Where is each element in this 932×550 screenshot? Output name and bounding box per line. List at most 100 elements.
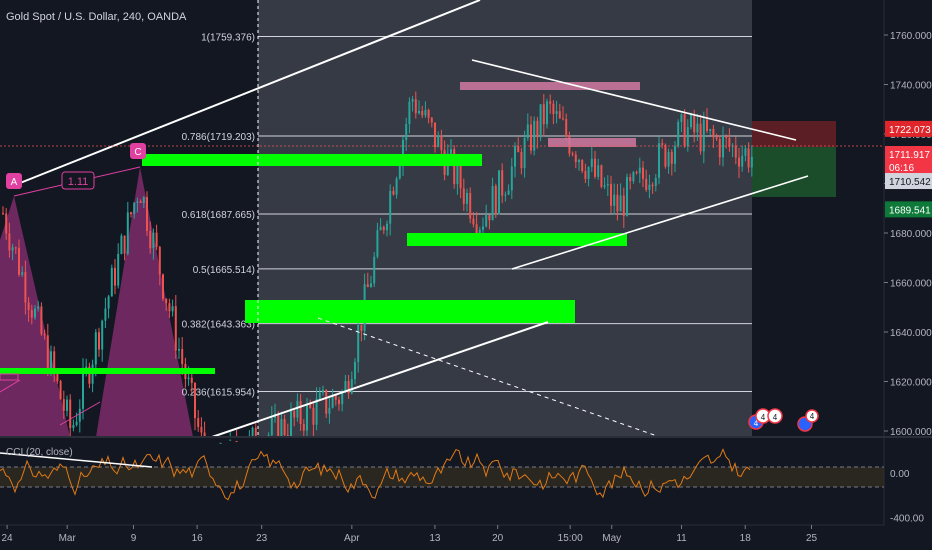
price-tick-label: 1680.000 (890, 229, 932, 240)
candle-body (338, 399, 340, 405)
candle-body (370, 283, 372, 288)
supply-zone-top-1[interactable] (460, 82, 640, 90)
candle-body (357, 324, 360, 362)
candle-body (664, 144, 667, 167)
candle-body (139, 201, 142, 204)
candle-body (734, 145, 737, 158)
lower-channel-line[interactable] (211, 321, 549, 438)
candle-body (549, 101, 552, 104)
candle-body (683, 114, 686, 147)
descending-triangle-line[interactable] (471, 59, 797, 141)
candle-body (178, 349, 180, 351)
candle-body (229, 439, 232, 441)
price-tick-label: 1760.000 (890, 31, 932, 42)
supply-zone-top-2[interactable] (548, 138, 636, 147)
svg-text:4: 4 (754, 419, 759, 428)
time-tick-label: 20 (492, 533, 504, 544)
demand-zone-1[interactable] (142, 154, 482, 166)
event-badges[interactable]: 4 4 4 4 (748, 408, 819, 432)
time-axis-panel[interactable] (0, 525, 884, 550)
candle-body (142, 197, 145, 204)
candle-body (536, 120, 539, 138)
candle-body (402, 139, 404, 166)
demand-zone-left[interactable] (0, 368, 215, 374)
candle-body (34, 308, 36, 318)
svg-text:4: 4 (773, 413, 778, 422)
candle-body (187, 377, 190, 380)
candle-body (411, 99, 414, 102)
candle-body (30, 309, 33, 318)
candle-body (718, 138, 721, 158)
candle-body (24, 272, 27, 303)
candle-body (574, 154, 577, 163)
candle-body (91, 364, 94, 384)
candle-body (555, 111, 558, 114)
candle-body (197, 418, 200, 427)
candle-body (456, 163, 459, 185)
cci-trendline[interactable] (0, 452, 153, 468)
candle-body (5, 213, 8, 234)
ascending-triangle-line[interactable] (511, 175, 809, 270)
candle-body (635, 172, 638, 174)
candle-body (440, 135, 443, 151)
candle-body (318, 392, 321, 399)
svg-text:C: C (134, 147, 141, 158)
pattern-label-c: C (130, 143, 146, 159)
candle-body (382, 226, 385, 231)
demand-zone-3[interactable] (245, 300, 575, 323)
candle-body (581, 159, 584, 172)
candle-body (146, 197, 148, 231)
candle-body (136, 201, 139, 203)
candle-body (2, 213, 4, 215)
candle-body (341, 392, 344, 405)
time-tick-label: 18 (740, 533, 752, 544)
candle-body (715, 137, 718, 139)
candle-body (530, 124, 532, 151)
candle-body (590, 158, 593, 168)
time-tick-label: 11 (676, 533, 687, 544)
demand-zone-2[interactable] (407, 233, 627, 246)
price-tag-background (885, 120, 932, 137)
svg-text:4: 4 (810, 412, 815, 421)
candle-body (104, 308, 107, 321)
candle-body (526, 124, 529, 138)
candle-body (651, 184, 654, 187)
candle-body (27, 302, 30, 310)
event-badge-flag-icon[interactable]: 4 (767, 408, 783, 424)
candle-body (174, 306, 177, 351)
price-tag-background (885, 201, 932, 218)
candle-body (693, 114, 696, 133)
fib-level-label: 0.786(1719.203) (182, 132, 255, 143)
fibonacci-levels: 1(1759.376) 0.786(1719.203) 0.618(1687.665… (182, 33, 752, 399)
candle-body (699, 123, 702, 152)
candle-body (613, 194, 616, 206)
candle-body (158, 246, 161, 275)
candle-body (507, 190, 510, 195)
candle-body (293, 411, 296, 418)
candle-body (421, 110, 424, 116)
candle-body (117, 253, 120, 286)
candle-body (491, 185, 494, 221)
candle-body (203, 432, 206, 437)
candle-body (66, 399, 68, 411)
candle-body (606, 183, 609, 186)
candle-body (82, 369, 84, 409)
candle-body (40, 306, 43, 335)
upper-channel-line[interactable] (14, 0, 481, 186)
candle-body (254, 427, 257, 437)
candle-body (149, 230, 152, 249)
price-tick-label: 1600.000 (890, 427, 932, 438)
candle-body (283, 419, 286, 436)
price-axis-panel[interactable] (884, 0, 932, 525)
candle-body (322, 389, 324, 393)
candle-body (565, 118, 568, 137)
candle-body (309, 404, 312, 408)
candle-body (622, 195, 625, 216)
candle-body (11, 247, 14, 251)
event-badge-flag-icon[interactable]: 4 (797, 409, 819, 432)
candle-body (648, 184, 651, 190)
candle-body (200, 426, 203, 433)
fib-level-label: 1(1759.376) (201, 33, 255, 44)
candle-body (475, 224, 478, 234)
